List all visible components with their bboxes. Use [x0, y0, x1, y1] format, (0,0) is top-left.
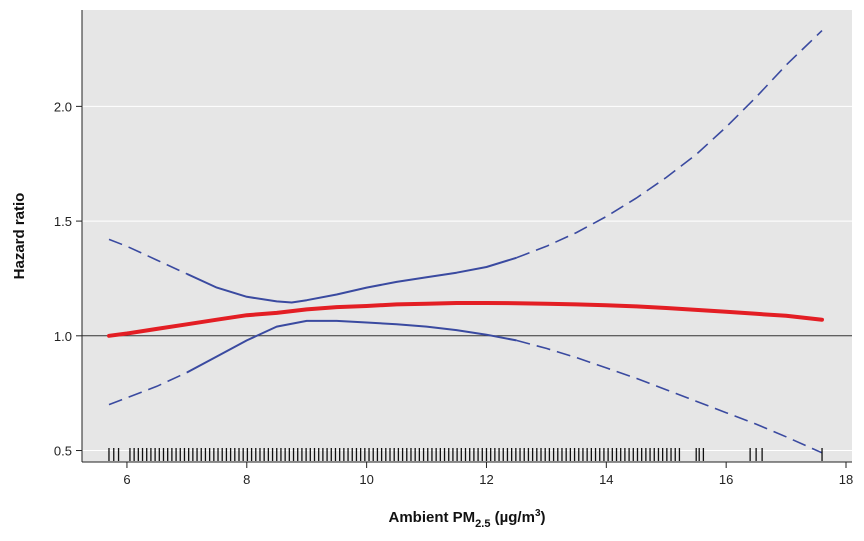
rug-ticks [108, 448, 823, 461]
y-axis-label: Hazard ratio [11, 193, 28, 280]
series-group [107, 30, 824, 454]
y-tick-label: 0.5 [54, 444, 72, 459]
upper-confidence-solid-middle [186, 256, 517, 304]
x-tick-label: 12 [479, 472, 493, 487]
upper-confidence-dashed-right [516, 30, 823, 259]
gridlines [82, 105, 852, 452]
lower-confidence-dashed-left [108, 371, 188, 406]
x-axis-label-unit: (µg/m [490, 509, 534, 526]
x-axis-label-subscript: 2.5 [475, 518, 490, 530]
x-tick-label: 18 [839, 472, 853, 487]
lower-confidence-solid-middle [186, 319, 517, 374]
y-tick-label: 1.5 [54, 214, 72, 229]
x-tick-label: 10 [359, 472, 373, 487]
y-tick-label: 2.0 [54, 99, 72, 114]
x-tick-label: 16 [719, 472, 733, 487]
x-tick-label: 14 [599, 472, 613, 487]
upper-confidence-dashed-left [108, 238, 188, 275]
x-axis-label-unit-close: ) [541, 509, 546, 526]
plot-background [82, 10, 852, 462]
y-tick-label: 1.0 [54, 329, 72, 344]
x-axis-label-main: Ambient PM [388, 509, 475, 526]
x-tick-label: 8 [243, 472, 250, 487]
axes [81, 10, 852, 463]
x-axis-label-superscript: 3 [535, 508, 541, 519]
x-axis-label: Ambient PM2.5 (µg/m3) [388, 508, 545, 530]
x-tick-label: 6 [123, 472, 130, 487]
tick-labels: 6 8 10 12 14 16 18 0.5 1.0 1.5 2.0 [54, 99, 853, 487]
lower-confidence-dashed-right [516, 339, 823, 454]
hazard-ratio-estimate-line [107, 301, 824, 338]
